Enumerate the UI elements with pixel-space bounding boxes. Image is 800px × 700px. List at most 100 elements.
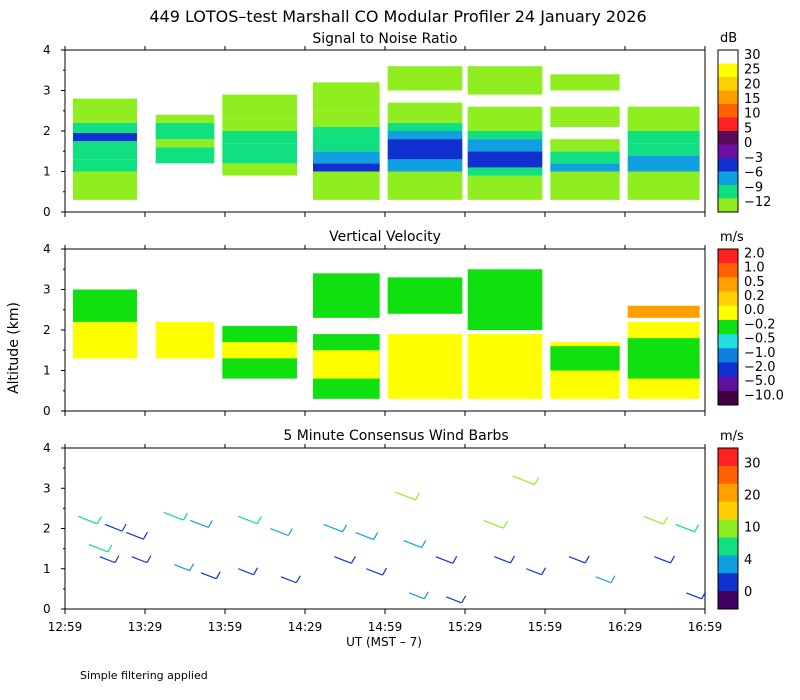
heatmap-band — [155, 147, 215, 164]
wind-barb — [78, 515, 98, 525]
heatmap-band — [387, 139, 463, 160]
colorbar-swatch — [718, 144, 738, 159]
wind-barb — [366, 568, 383, 576]
heatmap-band — [387, 66, 463, 91]
wind-barb — [494, 556, 511, 564]
wind-barb — [131, 556, 148, 564]
heatmap-band — [627, 155, 700, 172]
x-tick-label: 12:59 — [48, 620, 83, 634]
colorbar-label: 10 — [744, 107, 761, 122]
wind-barb-flag — [256, 516, 262, 525]
wind-barb — [483, 519, 504, 529]
wind-barb — [163, 511, 184, 521]
heatmap-band — [467, 175, 543, 200]
wind-barb — [99, 556, 116, 564]
colorbar-swatch — [718, 573, 738, 592]
colorbar-label: 25 — [744, 63, 761, 78]
colorbar-frame — [717, 49, 739, 213]
vertical-velocity-panel: Vertical Velocity 0 1 2 3 4 m/s2.01.00.50.20.… — [43, 229, 784, 418]
heatmap-band — [627, 131, 700, 144]
colorbar-swatch — [718, 63, 738, 78]
heatmap-band — [387, 334, 463, 399]
wind-barb — [334, 556, 352, 564]
wind-barb — [408, 592, 425, 600]
wind-barb-flag — [287, 528, 293, 536]
heatmap-band — [313, 126, 380, 136]
colorbar-unit: m/s — [720, 429, 744, 444]
wind-barb — [355, 531, 374, 541]
wind-barb — [395, 491, 416, 501]
heatmap-band — [387, 131, 463, 140]
colorbar-label: 30 — [744, 48, 761, 63]
heatmap-band — [155, 114, 215, 123]
heatmap-band — [222, 163, 297, 176]
colorbar-swatch — [718, 277, 738, 293]
colorbar-label: −2.0 — [744, 360, 776, 375]
x-tick-label: 15:29 — [448, 620, 483, 634]
snr-panel: Signal to Noise Ratio 0 1 2 3 4 dB 30252015105… — [43, 31, 771, 219]
colorbar-swatch — [718, 319, 738, 335]
wind-barb — [512, 475, 535, 486]
wind-barb-flag — [534, 477, 540, 485]
heatmap-band — [627, 338, 700, 379]
colorbar-swatch — [718, 158, 738, 172]
wind-barb-flag — [295, 575, 301, 584]
colorbar-swatch — [718, 537, 738, 556]
wind-barb-flag — [584, 555, 590, 564]
wind-barb — [675, 523, 695, 533]
colorbar-label: −0.5 — [744, 332, 776, 347]
wind-barb — [280, 576, 297, 584]
y-tick-label: 1 — [43, 165, 51, 179]
wind-barb-flag — [121, 523, 127, 532]
wind-barb — [88, 544, 109, 553]
figure-title: 449 LOTOS–test Marshall CO Modular Profi… — [149, 7, 646, 26]
colorbar-swatch — [718, 185, 738, 199]
heatmap-band — [313, 82, 380, 111]
heatmap-band — [627, 106, 700, 131]
wind-barb — [686, 592, 702, 600]
wind-barb-flag — [610, 575, 616, 584]
colorbar-swatch — [718, 291, 738, 307]
colorbar-unit: dB — [720, 31, 737, 46]
heatmap-band — [627, 171, 700, 200]
colorbar-label: −0.2 — [744, 317, 776, 332]
wind-barb-flag — [670, 555, 676, 564]
heatmap-band — [387, 159, 463, 172]
colorbar-swatch — [718, 519, 738, 538]
heatmap-band — [222, 131, 297, 144]
colorbar-label: 30 — [744, 456, 761, 471]
heatmap-band — [387, 122, 463, 131]
colorbar-swatch — [718, 90, 738, 105]
wind-barb — [238, 568, 254, 576]
wind-barb — [323, 523, 343, 533]
x-tick-label: 16:29 — [608, 620, 643, 634]
wind-barb-flag — [114, 555, 120, 563]
heatmap-band — [550, 346, 620, 371]
x-tick-label: 16:59 — [688, 620, 723, 634]
heatmap-band — [550, 106, 620, 127]
colorbar-swatch — [718, 171, 738, 186]
x-tick-label: 13:29 — [128, 620, 163, 634]
colorbar-swatch — [718, 249, 738, 264]
colorbar-swatch — [718, 305, 738, 321]
y-tick-label: 1 — [43, 364, 51, 378]
heatmap-band — [550, 151, 620, 164]
wind-barb-flag — [215, 571, 221, 580]
heatmap-band — [313, 110, 380, 127]
heatmap-band — [467, 106, 543, 131]
wind-barbs-panel: 5 Minute Consensus Wind Barbs 0 1 2 3 4 12:59… — [43, 428, 761, 634]
colorbar-label: 0.5 — [744, 275, 765, 290]
colorbar-label: 20 — [744, 77, 761, 92]
heatmap-band — [73, 133, 137, 142]
heatmap-band — [313, 171, 380, 200]
wind-barb — [654, 556, 671, 564]
heatmap-band — [467, 66, 543, 95]
wind-barb-flag — [421, 540, 427, 548]
colorbar-label: 2.0 — [744, 247, 765, 262]
heatmap-band — [550, 171, 620, 200]
colorbar-swatch — [718, 448, 738, 467]
colorbar-swatch — [718, 501, 738, 521]
colorbar-label: 0.2 — [744, 289, 765, 304]
wind-barb — [568, 556, 586, 564]
heatmap-band — [313, 135, 380, 152]
